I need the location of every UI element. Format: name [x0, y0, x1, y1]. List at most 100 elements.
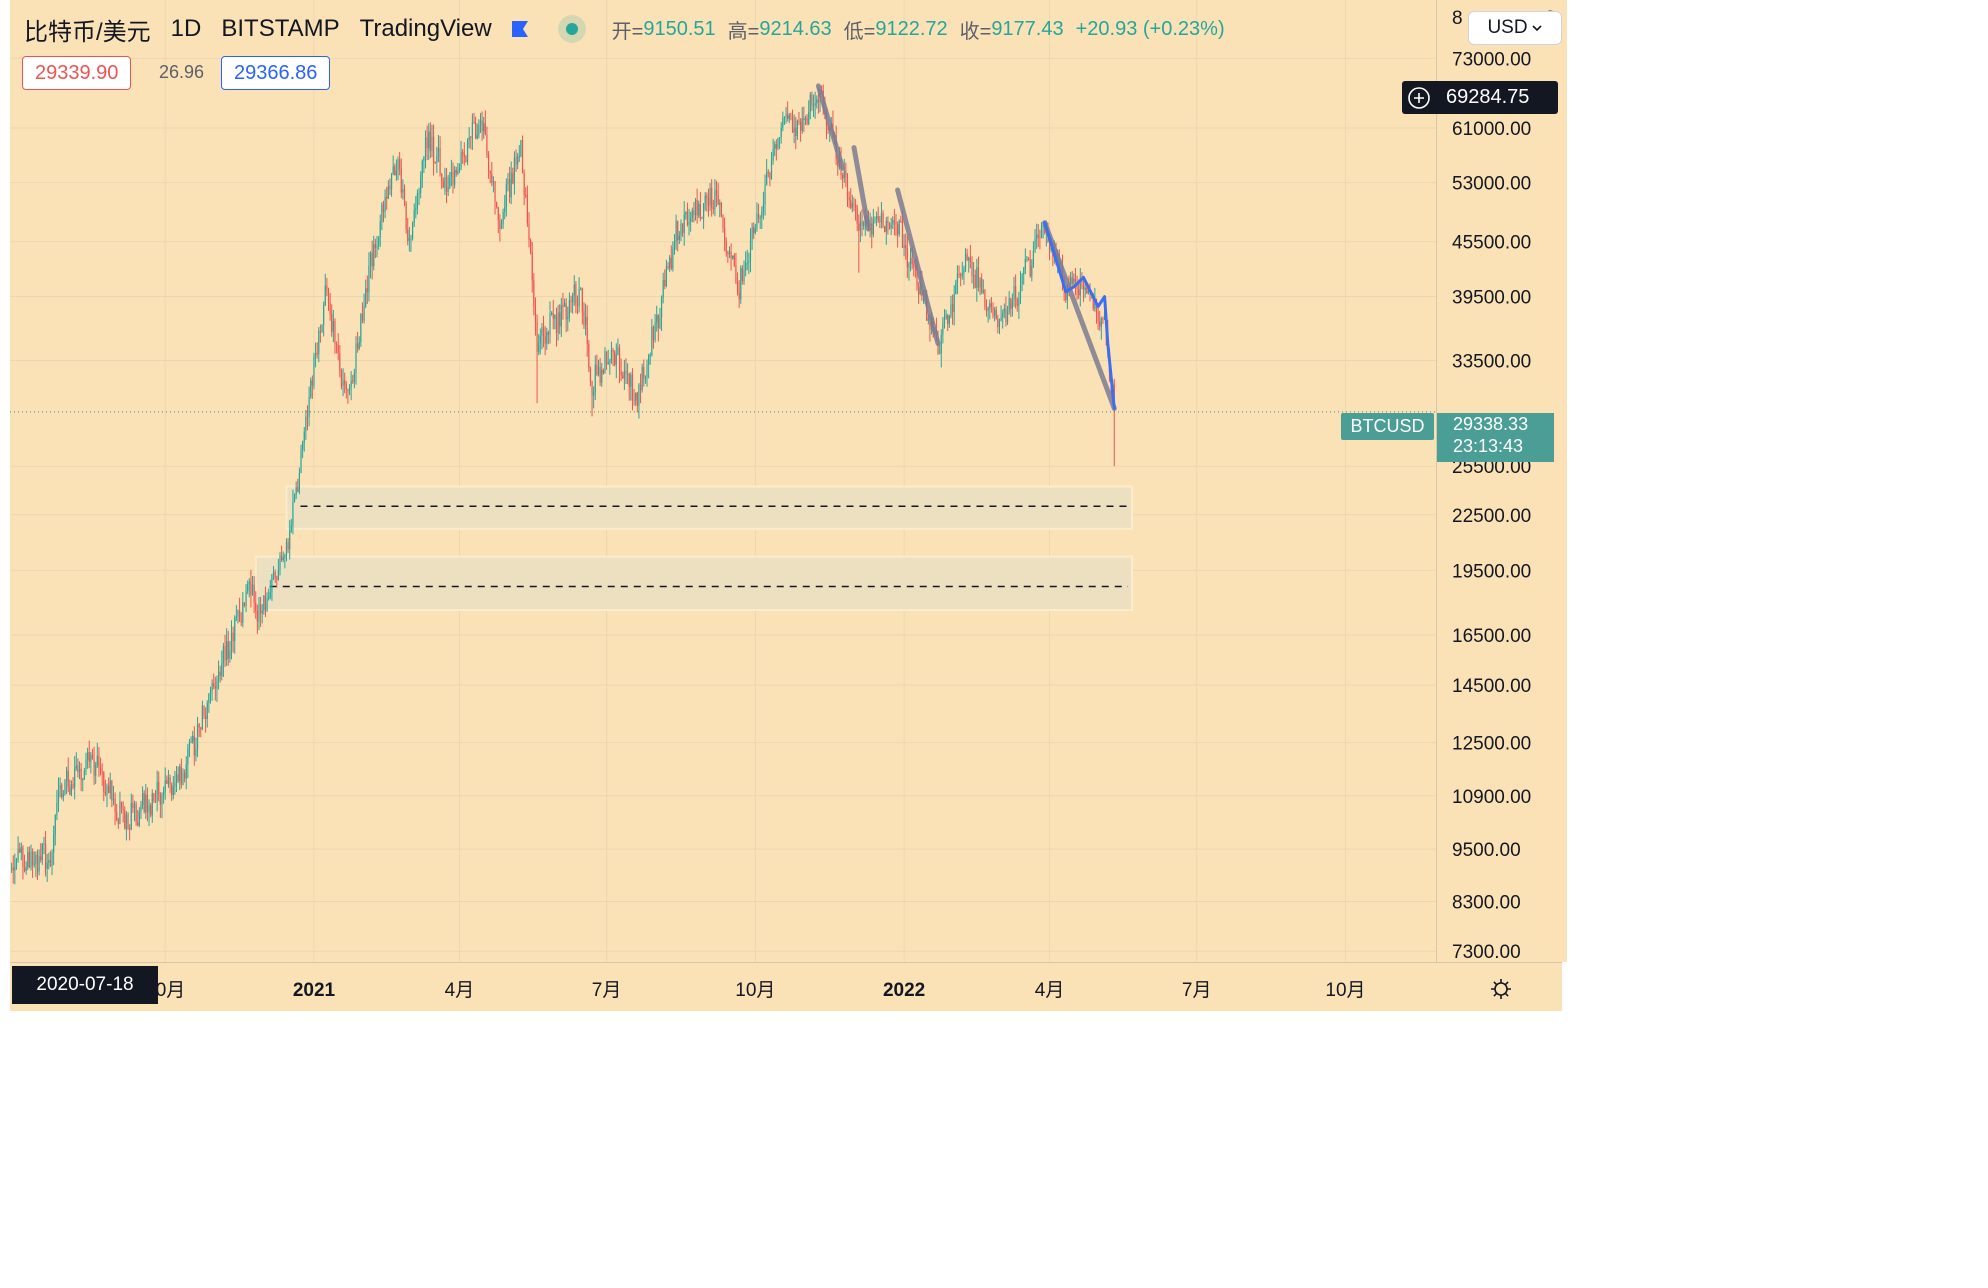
candle — [787, 101, 789, 122]
candle — [369, 251, 372, 279]
candle-body — [956, 273, 959, 283]
candle — [483, 116, 485, 139]
candle-body — [688, 221, 690, 225]
candle-body — [132, 802, 134, 808]
candle-body — [669, 257, 671, 269]
candle — [649, 352, 651, 365]
candle-body — [247, 583, 249, 591]
candle-body — [158, 781, 160, 795]
candle-body — [559, 312, 561, 327]
candle — [203, 705, 205, 720]
candle-body — [1082, 281, 1085, 291]
candle — [161, 792, 163, 819]
buy-price-button[interactable]: 29366.86 — [221, 56, 331, 90]
candle — [90, 751, 92, 774]
candle — [229, 641, 231, 663]
candle-body — [576, 304, 579, 306]
candle — [982, 279, 984, 295]
source-label: TradingView — [359, 15, 492, 42]
candle-body — [780, 127, 782, 137]
symbol-tag: BTCUSD — [1341, 413, 1434, 440]
candle — [27, 846, 29, 871]
interval-label[interactable]: 1D — [170, 15, 202, 42]
candle — [971, 256, 973, 284]
candle — [185, 756, 187, 790]
candle — [403, 184, 406, 207]
candle-body — [40, 856, 42, 860]
candle-body — [778, 136, 781, 139]
candle-body — [610, 349, 613, 362]
candle — [850, 188, 852, 210]
candle — [701, 216, 703, 220]
candle-body — [974, 275, 976, 289]
candle — [112, 785, 115, 806]
price-axis-label: 7300.00 — [1452, 942, 1521, 963]
candle — [572, 292, 574, 314]
candle-body — [316, 353, 318, 355]
candle-body — [630, 374, 632, 388]
candle — [533, 273, 535, 316]
sell-price-button[interactable]: 29339.90 — [22, 56, 132, 90]
candle-body — [523, 173, 525, 196]
candle-body — [599, 366, 601, 383]
flag-icon[interactable] — [510, 19, 530, 39]
candle-body — [727, 252, 729, 255]
candle — [845, 162, 847, 188]
candle-body — [20, 847, 22, 853]
price-chart[interactable]: 73000.00 61000.00 53000.00 45500.00 39500.00… — [0, 0, 1568, 1016]
candle-body — [567, 317, 569, 320]
candle-body — [48, 860, 50, 863]
candle-body — [884, 226, 886, 232]
candle-body — [463, 153, 465, 157]
candle — [269, 579, 271, 600]
candle — [547, 330, 549, 345]
candle — [976, 258, 978, 302]
candle-body — [648, 355, 650, 365]
candle-body — [264, 595, 267, 611]
candle — [135, 801, 137, 826]
candle-body — [127, 814, 129, 829]
candle — [1071, 271, 1073, 289]
candle — [476, 123, 478, 140]
candle-body — [366, 288, 368, 293]
candle-body — [594, 364, 596, 392]
candle — [985, 299, 988, 317]
candle-body — [691, 210, 693, 218]
candle-body — [87, 752, 89, 760]
symbol-title[interactable]: 比特币/美元 — [24, 18, 151, 46]
candle — [627, 363, 629, 385]
trendline-gray — [1042, 220, 1117, 411]
candle-body — [200, 727, 202, 730]
candle — [646, 359, 648, 387]
candle — [392, 155, 394, 176]
plus-circle-icon[interactable] — [1402, 81, 1436, 114]
candle-body — [445, 177, 448, 193]
candle — [313, 352, 315, 390]
candle-body — [471, 122, 473, 138]
candle — [1019, 271, 1022, 305]
candle — [605, 351, 608, 370]
candle-body — [581, 288, 583, 312]
candle-body — [643, 367, 645, 379]
candle-body — [525, 195, 527, 197]
candle — [1037, 224, 1039, 248]
candle-body — [856, 207, 858, 224]
candle-body — [14, 866, 16, 871]
candle — [745, 251, 747, 277]
gear-icon[interactable] — [1486, 974, 1516, 1004]
candle-body — [352, 380, 354, 382]
candle-body — [460, 151, 462, 168]
candle-body — [250, 581, 252, 595]
candle — [623, 359, 625, 391]
candle-body — [715, 189, 718, 196]
currency-dropdown[interactable]: USD — [1468, 11, 1562, 45]
candle — [171, 782, 173, 802]
candle — [494, 181, 496, 215]
candle — [137, 810, 139, 827]
candle-body — [457, 171, 459, 174]
candle-body — [232, 632, 234, 642]
candle — [662, 272, 664, 304]
candle-body — [53, 834, 55, 853]
candle — [567, 306, 569, 332]
candle — [667, 262, 669, 270]
